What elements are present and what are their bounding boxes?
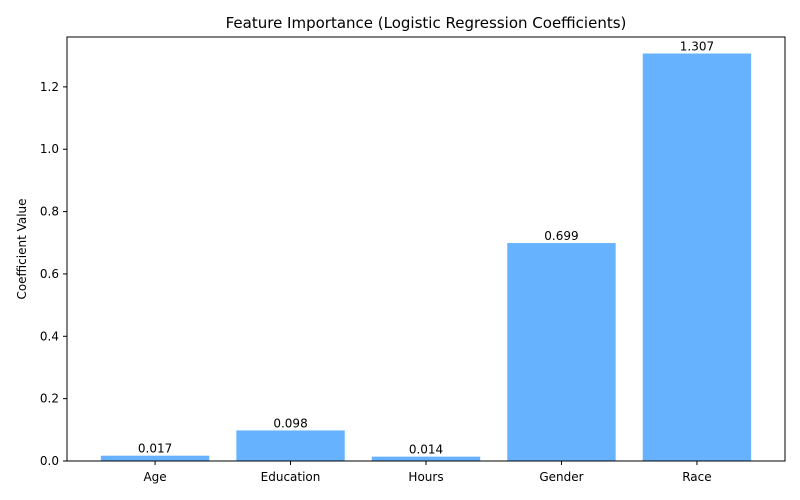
x-tick-label-age: Age [143,470,166,484]
bar-race [642,53,752,462]
chart-title: Feature Importance (Logistic Regression … [226,14,627,32]
y-tick-label-4: 0.8 [40,205,59,219]
bar-value-label-hours: 0.014 [409,443,443,457]
bar-hours [371,456,481,461]
bars-group [100,53,752,462]
y-axis-label: Coefficient Value [15,198,29,299]
x-tick-label-education: Education [261,470,321,484]
bar-gender [507,243,616,461]
y-axis-ticks: 0.0 0.2 0.4 0.6 0.8 1.0 1.2 [40,80,67,468]
x-tick-label-race: Race [682,470,711,484]
y-tick-label-6: 1.2 [40,80,59,94]
y-tick-label-0: 0.0 [40,454,59,468]
bar-labels-group: 0.017 0.098 0.014 0.699 1.307 [138,40,714,457]
y-tick-label-3: 0.6 [40,267,59,281]
y-tick-label-5: 1.0 [40,142,59,156]
bar-value-label-age: 0.017 [138,442,172,456]
bar-value-label-education: 0.098 [273,416,307,430]
bar-value-label-gender: 0.699 [544,229,578,243]
plot-frame [66,36,786,462]
x-tick-label-hours: Hours [408,470,443,484]
x-axis-ticks: Age Education Hours Gender Race [143,461,712,484]
y-tick-label-1: 0.2 [40,392,59,406]
x-tick-label-gender: Gender [539,470,583,484]
bar-value-label-race: 1.307 [680,40,714,54]
bar-age [100,455,210,461]
y-tick-label-2: 0.4 [40,329,59,343]
bar-education [236,430,345,461]
